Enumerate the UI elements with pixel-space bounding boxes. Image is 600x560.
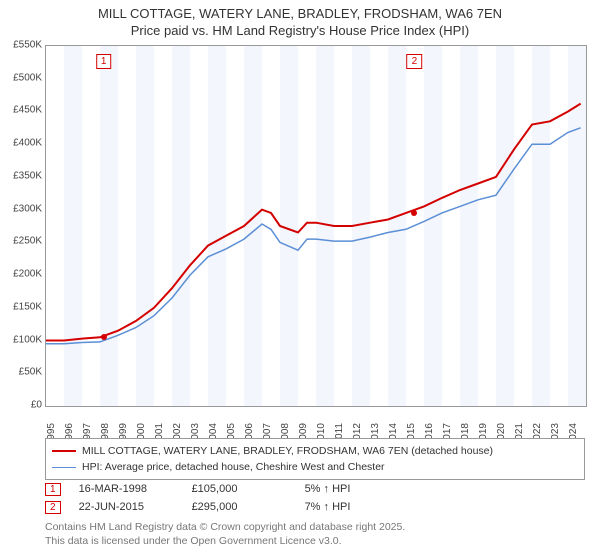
plot-area: 1995199619971998199920002001200220032004… bbox=[45, 45, 587, 407]
sale-marker-dot bbox=[411, 210, 417, 216]
anno-marker-1: 1 bbox=[45, 483, 61, 496]
annotation-table: 1 16-MAR-1998 £105,000 5% ↑ HPI 2 22-JUN… bbox=[45, 480, 400, 516]
legend: MILL COTTAGE, WATERY LANE, BRADLEY, FROD… bbox=[45, 438, 585, 480]
legend-label-hpi: HPI: Average price, detached house, Ches… bbox=[82, 461, 385, 473]
line-canvas bbox=[46, 46, 586, 406]
sale-marker-label: 2 bbox=[407, 54, 423, 69]
legend-row: MILL COTTAGE, WATERY LANE, BRADLEY, FROD… bbox=[52, 443, 578, 459]
sale-marker-label: 1 bbox=[96, 54, 112, 69]
anno-price: £295,000 bbox=[192, 501, 287, 513]
series-line-hpi bbox=[46, 128, 581, 344]
footer-line1: Contains HM Land Registry data © Crown c… bbox=[45, 521, 405, 533]
y-tick-label: £400K bbox=[0, 138, 42, 149]
series-line-price_paid bbox=[46, 104, 581, 341]
footer-attribution: Contains HM Land Registry data © Crown c… bbox=[45, 520, 405, 548]
legend-swatch-hpi bbox=[52, 467, 76, 468]
y-tick-label: £0 bbox=[0, 400, 42, 411]
chart-title: MILL COTTAGE, WATERY LANE, BRADLEY, FROD… bbox=[0, 0, 600, 40]
legend-swatch-price-paid bbox=[52, 450, 76, 452]
y-tick-label: £100K bbox=[0, 334, 42, 345]
title-line2: Price paid vs. HM Land Registry's House … bbox=[131, 23, 469, 38]
table-row: 2 22-JUN-2015 £295,000 7% ↑ HPI bbox=[45, 498, 400, 516]
anno-date: 22-JUN-2015 bbox=[79, 501, 174, 513]
table-row: 1 16-MAR-1998 £105,000 5% ↑ HPI bbox=[45, 480, 400, 498]
footer-line2: This data is licensed under the Open Gov… bbox=[45, 535, 342, 547]
y-tick-label: £50K bbox=[0, 367, 42, 378]
y-tick-label: £450K bbox=[0, 105, 42, 116]
legend-row: HPI: Average price, detached house, Ches… bbox=[52, 459, 578, 475]
sale-marker-dot bbox=[101, 334, 107, 340]
y-tick-label: £500K bbox=[0, 72, 42, 83]
anno-price: £105,000 bbox=[192, 483, 287, 495]
anno-date: 16-MAR-1998 bbox=[79, 483, 174, 495]
chart-container: MILL COTTAGE, WATERY LANE, BRADLEY, FROD… bbox=[0, 0, 600, 560]
y-tick-label: £550K bbox=[0, 40, 42, 51]
anno-marker-2: 2 bbox=[45, 501, 61, 514]
y-tick-label: £250K bbox=[0, 236, 42, 247]
y-tick-label: £200K bbox=[0, 269, 42, 280]
title-line1: MILL COTTAGE, WATERY LANE, BRADLEY, FROD… bbox=[98, 6, 502, 21]
y-tick-label: £300K bbox=[0, 203, 42, 214]
anno-delta: 7% ↑ HPI bbox=[305, 501, 400, 513]
y-tick-label: £350K bbox=[0, 170, 42, 181]
anno-delta: 5% ↑ HPI bbox=[305, 483, 400, 495]
legend-label-price-paid: MILL COTTAGE, WATERY LANE, BRADLEY, FROD… bbox=[82, 445, 493, 457]
y-tick-label: £150K bbox=[0, 301, 42, 312]
